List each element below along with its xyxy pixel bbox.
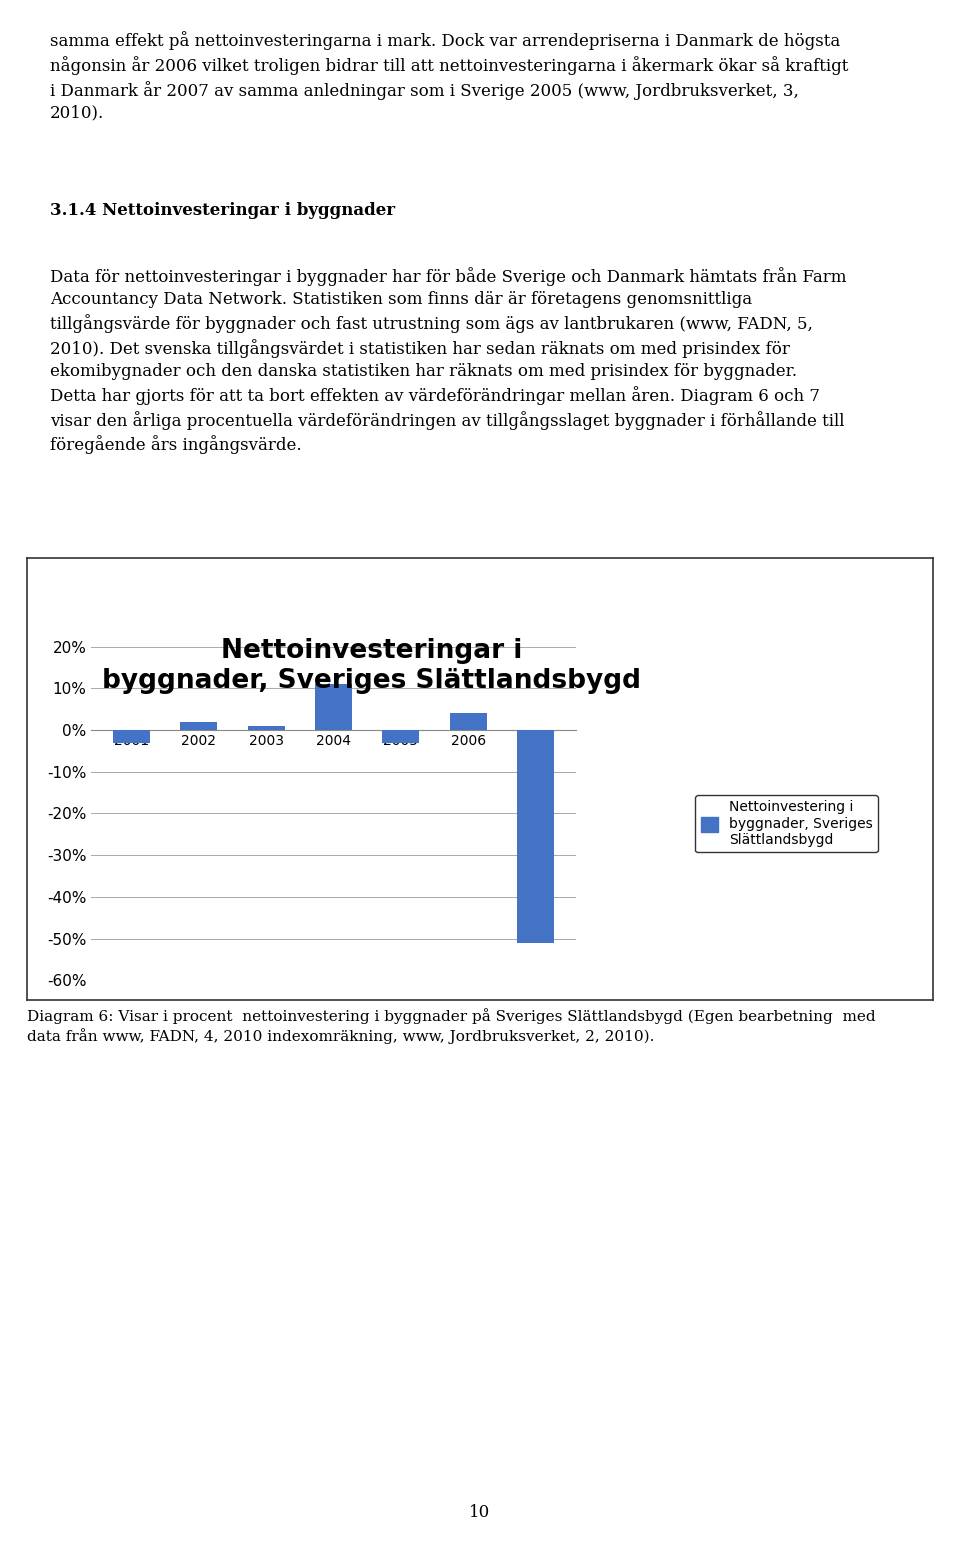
Text: Diagram 6: Visar i procent  nettoinvestering i byggnader på Sveriges Slättlandsb: Diagram 6: Visar i procent nettoinvester… bbox=[27, 1008, 876, 1044]
Text: samma effekt på nettoinvesteringarna i mark. Dock var arrendepriserna i Danmark : samma effekt på nettoinvesteringarna i m… bbox=[50, 31, 849, 123]
Bar bbox=[449, 713, 487, 731]
Legend: Nettoinvestering i
byggnader, Sveriges
Slättlandsbygd: Nettoinvestering i byggnader, Sveriges S… bbox=[695, 794, 878, 853]
Text: 3.1.4 Nettoinvesteringar i byggnader: 3.1.4 Nettoinvesteringar i byggnader bbox=[50, 202, 396, 219]
Text: Nettoinvesteringar i
byggnader, Sveriges Slättlandsbygd: Nettoinvesteringar i byggnader, Sveriges… bbox=[102, 637, 640, 693]
Bar bbox=[382, 731, 420, 743]
Bar bbox=[517, 731, 554, 943]
Bar bbox=[248, 726, 285, 731]
Bar bbox=[113, 731, 150, 743]
Bar bbox=[315, 684, 352, 731]
Bar bbox=[180, 721, 218, 731]
Text: 10: 10 bbox=[469, 1504, 491, 1522]
Text: Data för nettoinvesteringar i byggnader har för både Sverige och Danmark hämtats: Data för nettoinvesteringar i byggnader … bbox=[50, 267, 847, 454]
